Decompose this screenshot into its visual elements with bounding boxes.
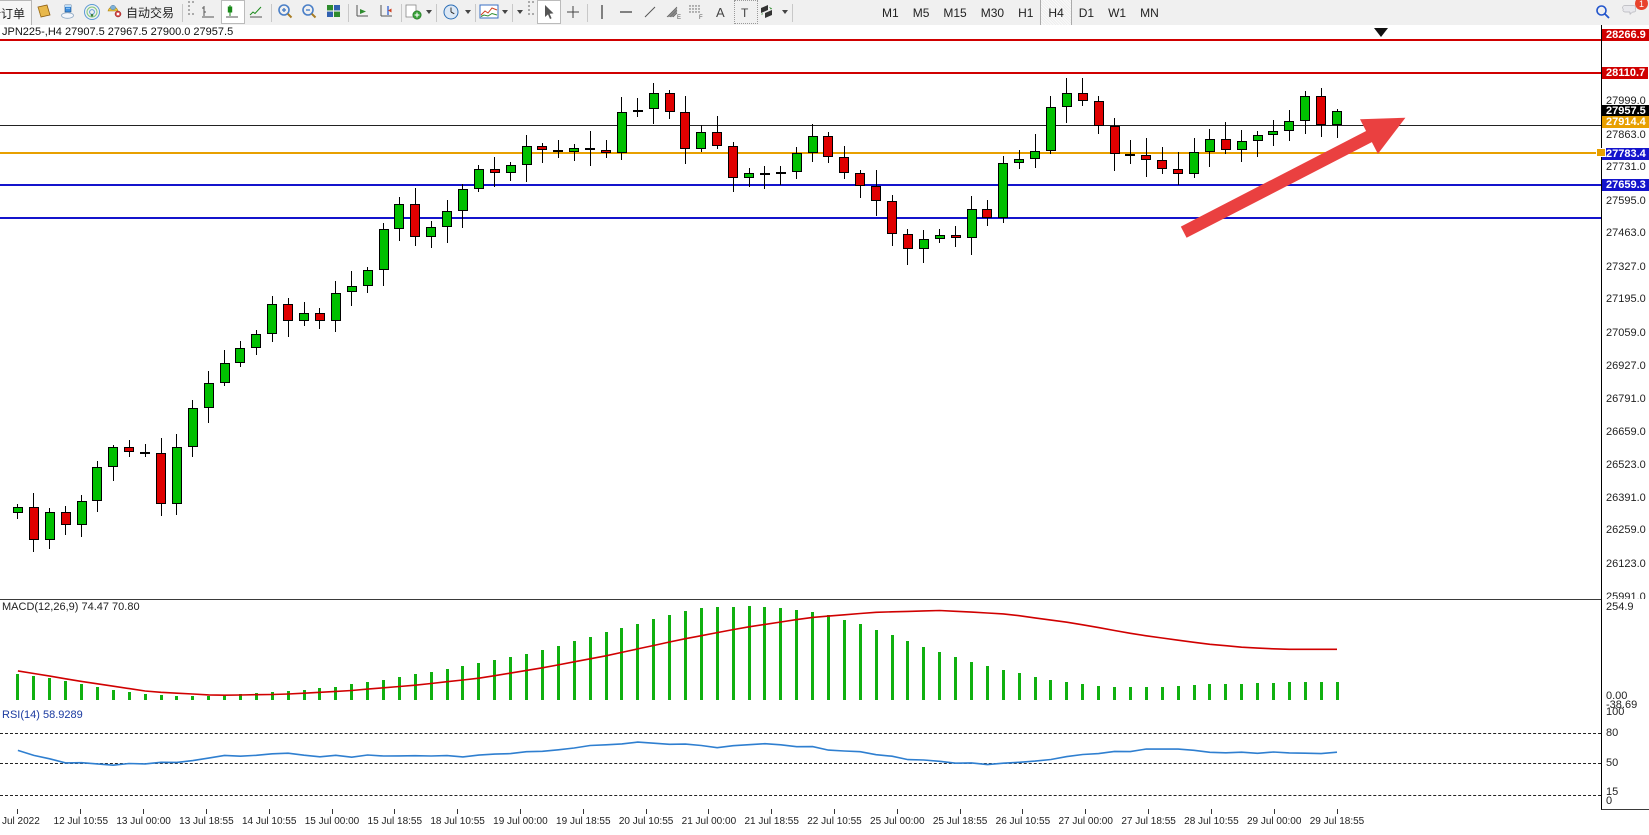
svg-text:A: A [716, 5, 725, 20]
svg-text:F: F [699, 15, 703, 20]
svg-text:E: E [677, 15, 681, 20]
svg-text:T: T [741, 6, 749, 20]
